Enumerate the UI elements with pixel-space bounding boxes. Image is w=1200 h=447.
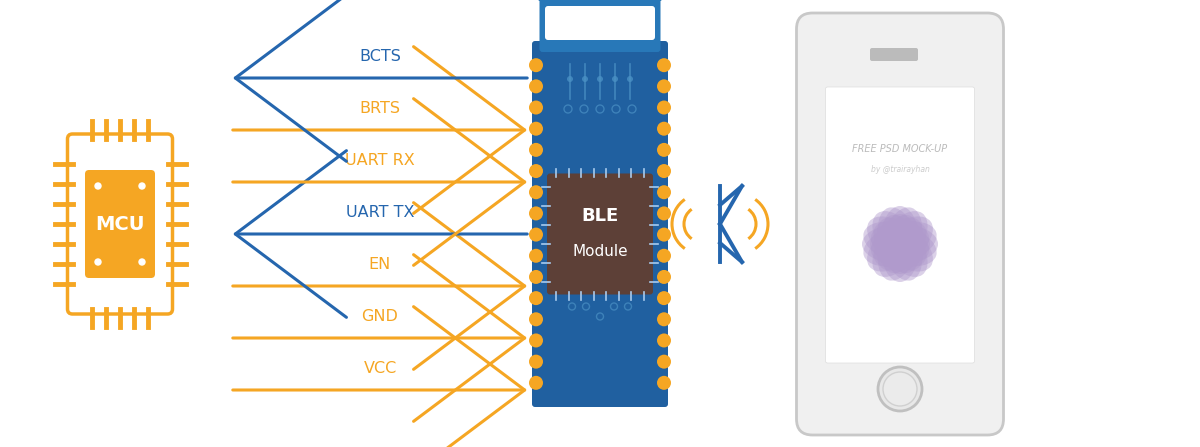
Ellipse shape — [871, 224, 937, 266]
Ellipse shape — [881, 206, 919, 274]
Circle shape — [658, 270, 671, 284]
FancyBboxPatch shape — [540, 0, 660, 52]
Text: EN: EN — [368, 257, 391, 272]
Circle shape — [883, 372, 917, 406]
Ellipse shape — [881, 214, 919, 282]
FancyBboxPatch shape — [826, 87, 974, 363]
Circle shape — [529, 80, 542, 93]
Ellipse shape — [868, 216, 926, 267]
Ellipse shape — [878, 207, 919, 273]
Circle shape — [658, 228, 671, 241]
Ellipse shape — [871, 222, 937, 264]
Circle shape — [658, 333, 671, 347]
Circle shape — [658, 80, 671, 93]
Circle shape — [658, 185, 671, 199]
Circle shape — [658, 376, 671, 390]
Circle shape — [878, 367, 922, 411]
Circle shape — [658, 249, 671, 263]
Circle shape — [529, 312, 542, 326]
Ellipse shape — [862, 225, 930, 263]
Circle shape — [904, 50, 913, 60]
Circle shape — [612, 76, 618, 82]
Circle shape — [529, 354, 542, 369]
Text: UART TX: UART TX — [346, 205, 414, 220]
FancyBboxPatch shape — [797, 13, 1003, 435]
Circle shape — [529, 376, 542, 390]
Circle shape — [598, 76, 604, 82]
Circle shape — [568, 76, 574, 82]
Circle shape — [529, 270, 542, 284]
FancyBboxPatch shape — [574, 0, 590, 1]
Ellipse shape — [870, 225, 938, 263]
Circle shape — [658, 122, 671, 136]
Circle shape — [582, 76, 588, 82]
Circle shape — [529, 249, 542, 263]
FancyBboxPatch shape — [538, 0, 554, 1]
Circle shape — [529, 333, 542, 347]
FancyBboxPatch shape — [592, 0, 608, 1]
Ellipse shape — [868, 221, 926, 272]
Circle shape — [658, 101, 671, 114]
Text: by @trairayhan: by @trairayhan — [870, 164, 930, 173]
Ellipse shape — [878, 215, 919, 281]
Circle shape — [529, 58, 542, 72]
Text: MCU: MCU — [95, 215, 145, 233]
Circle shape — [529, 122, 542, 136]
Ellipse shape — [874, 221, 932, 272]
FancyBboxPatch shape — [610, 0, 626, 1]
Circle shape — [139, 259, 145, 265]
Ellipse shape — [877, 211, 928, 270]
Text: UART RX: UART RX — [346, 153, 415, 168]
Ellipse shape — [877, 218, 928, 277]
Text: BLE: BLE — [581, 207, 619, 225]
Circle shape — [658, 207, 671, 220]
Ellipse shape — [874, 216, 932, 267]
FancyBboxPatch shape — [628, 0, 644, 1]
Circle shape — [529, 207, 542, 220]
Circle shape — [529, 291, 542, 305]
Text: GND: GND — [361, 309, 398, 324]
Text: BCTS: BCTS — [359, 49, 401, 64]
Ellipse shape — [872, 211, 923, 270]
Circle shape — [529, 185, 542, 199]
Circle shape — [95, 183, 101, 189]
Circle shape — [628, 76, 634, 82]
FancyBboxPatch shape — [547, 173, 653, 295]
Ellipse shape — [863, 224, 929, 266]
Circle shape — [529, 143, 542, 157]
Circle shape — [139, 183, 145, 189]
Circle shape — [529, 228, 542, 241]
Circle shape — [658, 354, 671, 369]
FancyBboxPatch shape — [67, 134, 173, 314]
Text: Module: Module — [572, 245, 628, 260]
Ellipse shape — [881, 215, 922, 281]
FancyBboxPatch shape — [545, 6, 655, 40]
Circle shape — [658, 312, 671, 326]
FancyBboxPatch shape — [532, 41, 668, 407]
Ellipse shape — [881, 207, 922, 273]
Circle shape — [529, 101, 542, 114]
Circle shape — [658, 58, 671, 72]
Circle shape — [658, 143, 671, 157]
FancyBboxPatch shape — [646, 0, 662, 1]
Text: VCC: VCC — [364, 361, 397, 376]
FancyBboxPatch shape — [85, 170, 155, 278]
FancyBboxPatch shape — [870, 48, 918, 61]
Text: FREE PSD MOCK-UP: FREE PSD MOCK-UP — [852, 144, 948, 154]
Ellipse shape — [863, 222, 929, 264]
Ellipse shape — [872, 218, 923, 277]
FancyBboxPatch shape — [556, 0, 572, 1]
Circle shape — [658, 291, 671, 305]
Circle shape — [95, 259, 101, 265]
Circle shape — [658, 164, 671, 178]
Circle shape — [529, 164, 542, 178]
Text: BRTS: BRTS — [360, 101, 401, 116]
